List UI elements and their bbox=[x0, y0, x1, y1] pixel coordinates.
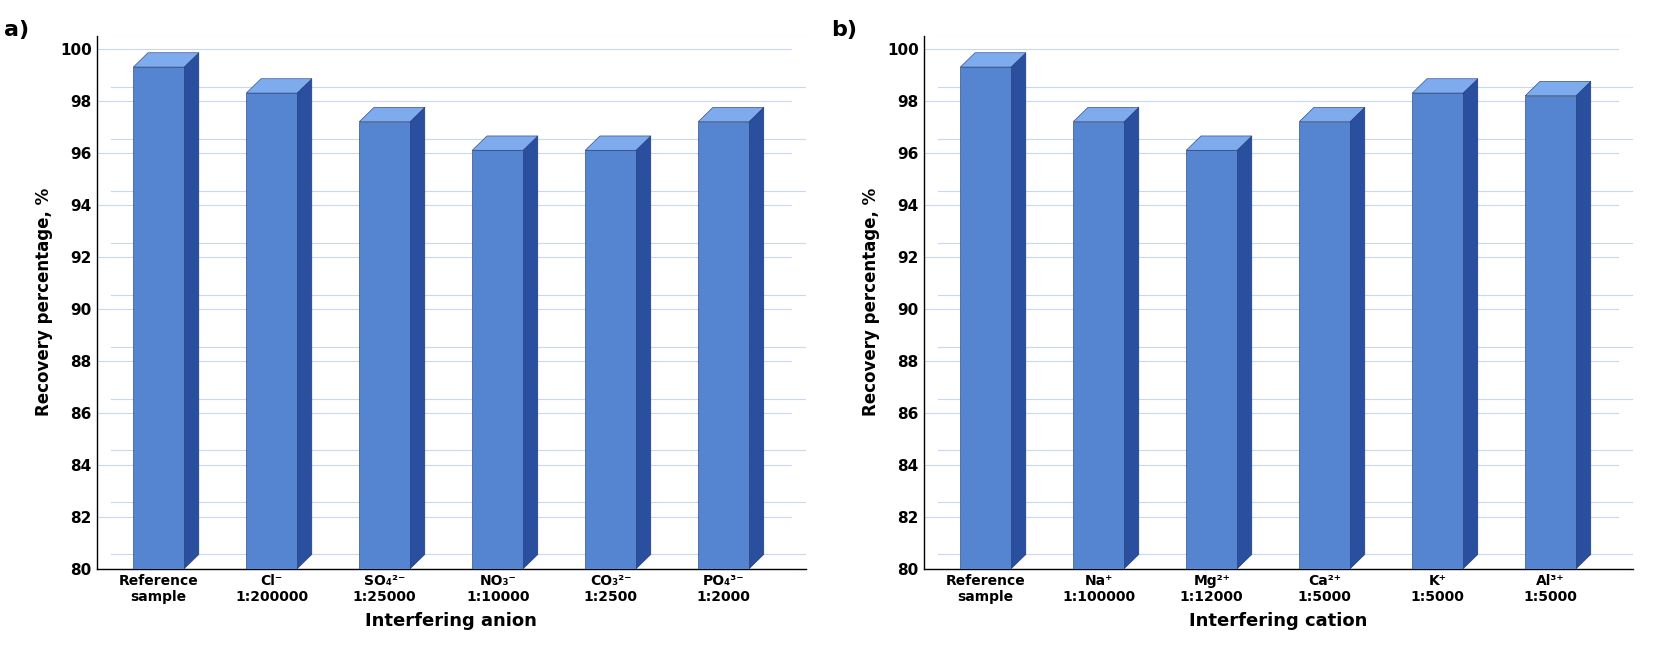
Polygon shape bbox=[1186, 150, 1237, 569]
Polygon shape bbox=[586, 136, 650, 150]
Polygon shape bbox=[359, 107, 425, 122]
Polygon shape bbox=[1525, 96, 1576, 569]
Text: a): a) bbox=[5, 20, 30, 40]
Polygon shape bbox=[184, 53, 198, 569]
Polygon shape bbox=[1073, 122, 1125, 569]
Polygon shape bbox=[1525, 81, 1591, 96]
Polygon shape bbox=[134, 53, 198, 67]
Polygon shape bbox=[134, 67, 184, 569]
Polygon shape bbox=[1350, 107, 1365, 569]
Polygon shape bbox=[961, 53, 1025, 67]
Polygon shape bbox=[1464, 79, 1477, 569]
Polygon shape bbox=[1413, 79, 1477, 93]
X-axis label: Interfering anion: Interfering anion bbox=[366, 612, 538, 630]
Polygon shape bbox=[961, 67, 1011, 569]
Polygon shape bbox=[246, 79, 313, 93]
Polygon shape bbox=[1237, 136, 1252, 569]
Y-axis label: Recovery percentage, %: Recovery percentage, % bbox=[35, 188, 53, 417]
Polygon shape bbox=[246, 93, 298, 569]
Polygon shape bbox=[698, 107, 764, 122]
Polygon shape bbox=[298, 79, 313, 569]
Polygon shape bbox=[1413, 93, 1464, 569]
Polygon shape bbox=[473, 150, 523, 569]
Polygon shape bbox=[1011, 53, 1025, 569]
Polygon shape bbox=[1576, 81, 1591, 569]
Text: b): b) bbox=[832, 20, 857, 40]
Polygon shape bbox=[1073, 107, 1140, 122]
Polygon shape bbox=[637, 136, 650, 569]
Polygon shape bbox=[410, 107, 425, 569]
X-axis label: Interfering cation: Interfering cation bbox=[1189, 612, 1368, 630]
Polygon shape bbox=[749, 107, 764, 569]
Polygon shape bbox=[523, 136, 538, 569]
Polygon shape bbox=[359, 122, 410, 569]
Polygon shape bbox=[1125, 107, 1140, 569]
Polygon shape bbox=[473, 136, 538, 150]
Polygon shape bbox=[1300, 107, 1365, 122]
Y-axis label: Recovery percentage, %: Recovery percentage, % bbox=[862, 188, 880, 417]
Polygon shape bbox=[1300, 122, 1350, 569]
Polygon shape bbox=[1186, 136, 1252, 150]
Polygon shape bbox=[586, 150, 637, 569]
Polygon shape bbox=[698, 122, 749, 569]
